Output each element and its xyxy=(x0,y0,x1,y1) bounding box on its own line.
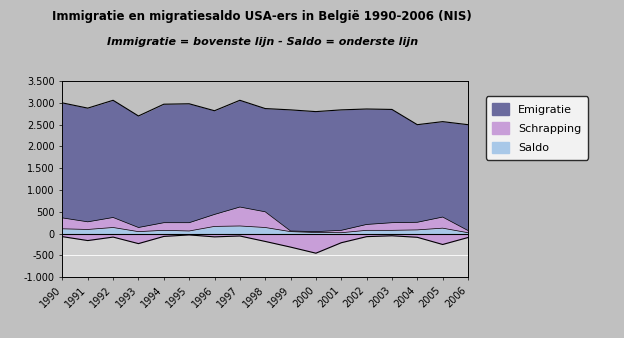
Text: Immigratie en migratiesaldo USA-ers in België 1990-2006 (NIS): Immigratie en migratiesaldo USA-ers in B… xyxy=(52,10,472,23)
Legend: Emigratie, Schrapping, Saldo: Emigratie, Schrapping, Saldo xyxy=(485,96,588,160)
Text: Immigratie = bovenste lijn - Saldo = onderste lijn: Immigratie = bovenste lijn - Saldo = ond… xyxy=(107,37,417,47)
